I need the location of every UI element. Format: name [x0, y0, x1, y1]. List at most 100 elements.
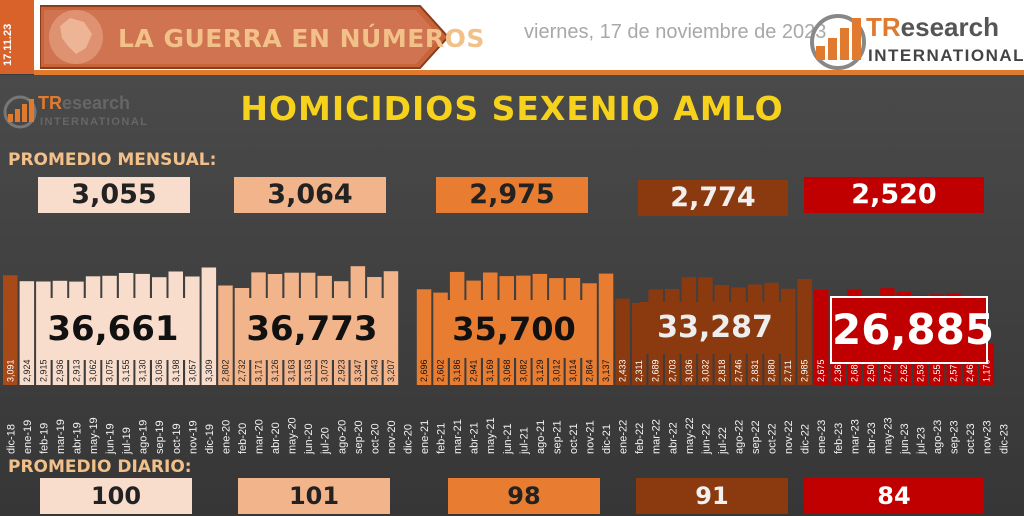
- tresearch-logo-small: TResearch INTERNATIONAL: [2, 92, 147, 132]
- bar-nov-20: [383, 271, 399, 385]
- category-label-may-19: may-19: [88, 417, 100, 454]
- category-label-dic-18: dic-18: [5, 424, 17, 454]
- value-label-jun-19: 3,075: [105, 359, 115, 382]
- value-label-ago-20: 2,923: [336, 359, 346, 382]
- logo-brand: TResearch: [866, 12, 999, 42]
- value-label-dic-21: 3,137: [601, 359, 611, 382]
- annual-total-2022: 33,287: [640, 302, 790, 354]
- banner-title: LA GUERRA EN NÚMEROS: [118, 24, 485, 53]
- bar-ene-19: [19, 281, 35, 385]
- category-label-dic-20: dic-20: [403, 424, 415, 454]
- value-label-mar-20: 3,171: [254, 359, 264, 382]
- value-label-ene-22: 2,433: [618, 359, 628, 382]
- value-label-jul-21: 3,082: [518, 359, 528, 382]
- category-label-jun-23: jun-23: [899, 423, 911, 455]
- monthly-average-label: PROMEDIO MENSUAL:: [8, 150, 217, 170]
- value-label-sep-23: 2,576: [949, 359, 959, 382]
- bar-dic-21: [598, 273, 614, 385]
- category-label-dic-21: dic-21: [601, 424, 613, 454]
- value-label-may-23: 2,728: [882, 359, 892, 382]
- annual-total-2020: 36,773: [237, 298, 387, 360]
- logo-sub: INTERNATIONAL: [868, 46, 1024, 65]
- category-label-mar-22: mar-22: [651, 419, 663, 454]
- daily-avg-2019: 100: [40, 478, 192, 514]
- category-label-jul-22: jul-22: [717, 427, 729, 455]
- category-label-abr-22: abr-22: [667, 422, 679, 454]
- monthly-avg-2021: 2,975: [436, 177, 588, 213]
- value-label-ene-20: 2,802: [220, 359, 230, 382]
- value-label-feb-22: 2,311: [634, 360, 644, 382]
- logo-small-sub: INTERNATIONAL: [40, 116, 149, 128]
- category-label-abr-20: abr-20: [270, 422, 282, 454]
- category-label-nov-23: nov-23: [982, 420, 994, 454]
- annual-total-2023: 26,885: [830, 296, 994, 364]
- category-label-ago-20: ago-20: [336, 420, 348, 454]
- category-label-ago-21: ago-21: [535, 420, 547, 454]
- category-label-sep-23: sep-23: [949, 420, 961, 454]
- category-label-ene-23: ene-23: [816, 420, 828, 454]
- date-text: viernes, 17 de noviembre de 2023: [524, 21, 827, 43]
- value-label-feb-20: 2,732: [237, 359, 247, 382]
- value-label-ene-23: 2,675: [816, 359, 826, 382]
- category-label-sep-20: sep-20: [353, 420, 365, 454]
- bar-dic-19: [201, 267, 217, 385]
- value-label-jun-20: 3,163: [303, 359, 313, 382]
- value-label-mar-19: 2,936: [55, 359, 65, 382]
- category-label-ene-22: ene-22: [618, 420, 630, 454]
- value-label-ene-21: 2,696: [419, 359, 429, 382]
- value-label-ago-22: 2,746: [734, 359, 744, 382]
- value-label-ago-23: 2,552: [932, 359, 942, 382]
- category-label-oct-23: oct-23: [965, 423, 977, 454]
- logo-small-brand: TResearch: [38, 93, 131, 113]
- value-label-jul-23: 2,536: [916, 359, 926, 382]
- value-label-jul-20: 3,073: [320, 359, 330, 382]
- category-label-ene-20: ene-20: [220, 420, 232, 454]
- bar-dic-18: [3, 275, 18, 385]
- value-label-dic-18: 3,091: [5, 359, 15, 382]
- value-label-oct-19: 3,198: [171, 359, 181, 382]
- category-label-ene-21: ene-21: [419, 420, 431, 454]
- value-label-feb-23: 2,362: [833, 359, 843, 382]
- value-label-abr-23: 2,504: [866, 359, 876, 382]
- title-banner: LA GUERRA EN NÚMEROS: [40, 4, 484, 70]
- value-label-feb-21: 2,602: [436, 359, 446, 382]
- category-label-feb-22: feb-22: [634, 423, 646, 454]
- value-label-may-19: 3,062: [88, 359, 98, 382]
- value-label-oct-20: 3,043: [369, 359, 379, 382]
- value-label-sep-21: 3,012: [551, 359, 561, 382]
- value-label-abr-20: 3,126: [270, 359, 280, 382]
- value-label-nov-21: 2,864: [585, 359, 595, 382]
- category-label-jun-22: jun-22: [700, 423, 712, 455]
- category-label-jun-20: jun-20: [303, 423, 315, 455]
- date-strip-text: 17.11.23: [2, 23, 14, 66]
- category-label-mar-20: mar-20: [254, 419, 266, 454]
- category-label-dic-19: dic-19: [204, 424, 216, 454]
- category-label-may-23: may-23: [882, 417, 894, 454]
- value-label-jun-23: 2,624: [899, 359, 909, 382]
- category-label-jun-21: jun-21: [502, 423, 514, 455]
- category-label-sep-21: sep-21: [551, 420, 563, 454]
- value-label-oct-21: 3,014: [568, 359, 578, 382]
- category-label-nov-20: nov-20: [386, 420, 398, 454]
- value-label-oct-23: 2,469: [965, 359, 975, 382]
- category-label-mar-21: mar-21: [452, 419, 464, 454]
- value-label-ago-19: 3,130: [138, 359, 148, 382]
- tresearch-logo: TResearch INTERNATIONAL: [808, 10, 1024, 72]
- category-label-jun-19: jun-19: [105, 423, 117, 455]
- value-label-nov-23: 1,170: [982, 359, 992, 382]
- category-label-ago-19: ago-19: [138, 420, 150, 454]
- value-label-nov-22: 2,711: [783, 360, 793, 382]
- value-label-oct-22: 2,880: [767, 359, 777, 382]
- annual-total-2019: 36,661: [38, 298, 188, 360]
- category-label-dic-23: dic-23: [998, 424, 1010, 454]
- banner-shape: [40, 5, 450, 69]
- category-label-may-21: may-21: [485, 417, 497, 454]
- value-label-sep-20: 3,347: [353, 359, 363, 382]
- bar-ene-22: [615, 298, 630, 385]
- value-label-mar-23: 2,689: [849, 359, 859, 382]
- category-label-may-22: may-22: [684, 417, 696, 454]
- category-label-jul-23: jul-23: [916, 427, 928, 455]
- bar-nov-19: [185, 276, 200, 385]
- daily-avg-2020: 101: [238, 478, 390, 514]
- value-label-may-21: 3,169: [485, 359, 495, 382]
